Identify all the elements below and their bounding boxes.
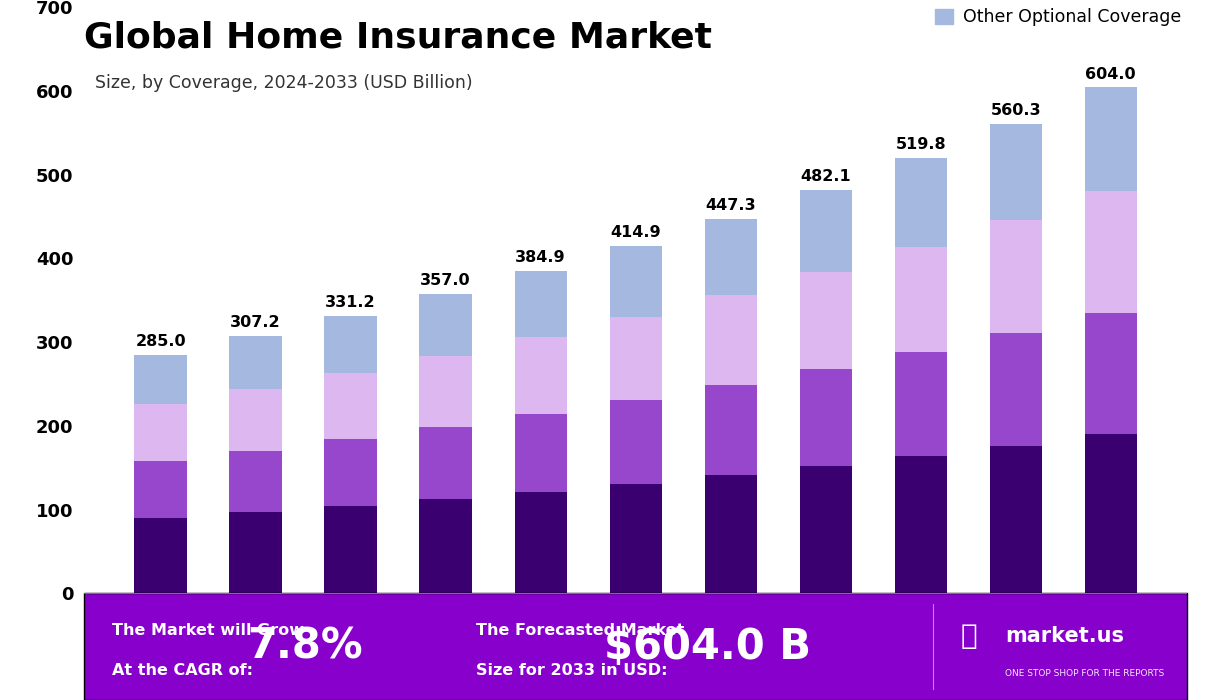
Bar <box>229 389 282 451</box>
Text: 604.0: 604.0 <box>1086 66 1136 82</box>
Bar <box>324 440 377 506</box>
Bar <box>324 373 377 440</box>
Text: The Market will Grow: The Market will Grow <box>112 623 304 638</box>
Bar <box>324 316 377 373</box>
Bar <box>419 294 471 356</box>
Bar <box>1084 191 1136 313</box>
Text: 307.2: 307.2 <box>230 315 281 330</box>
Text: Ⓜ: Ⓜ <box>960 622 977 650</box>
Bar <box>894 158 947 247</box>
Text: 519.8: 519.8 <box>895 137 946 152</box>
FancyBboxPatch shape <box>84 594 1187 700</box>
Text: 7.8%: 7.8% <box>247 626 363 668</box>
Bar <box>610 484 662 594</box>
Text: 560.3: 560.3 <box>991 103 1041 118</box>
Bar <box>800 466 852 594</box>
Bar <box>800 272 852 369</box>
Text: 414.9: 414.9 <box>610 225 662 240</box>
Bar <box>515 492 566 594</box>
Bar <box>800 190 852 272</box>
Text: Size, by Coverage, 2024-2033 (USD Billion): Size, by Coverage, 2024-2033 (USD Billio… <box>84 74 474 92</box>
Bar <box>419 356 471 428</box>
Text: At the CAGR of:: At the CAGR of: <box>112 663 253 678</box>
Bar <box>705 475 757 594</box>
Bar <box>135 404 187 461</box>
Bar <box>229 512 282 594</box>
Text: 482.1: 482.1 <box>800 169 851 183</box>
Bar <box>229 336 282 389</box>
Text: $604.0 B: $604.0 B <box>604 626 811 668</box>
Text: market.us: market.us <box>1005 626 1124 646</box>
Bar <box>894 456 947 594</box>
Bar <box>419 499 471 594</box>
Bar <box>989 333 1042 445</box>
Bar <box>800 369 852 466</box>
Bar <box>610 246 662 317</box>
Text: 357.0: 357.0 <box>421 274 471 288</box>
Bar <box>894 351 947 456</box>
Bar <box>894 247 947 351</box>
Text: 285.0: 285.0 <box>135 334 186 349</box>
Bar <box>135 518 187 594</box>
Text: 331.2: 331.2 <box>325 295 376 310</box>
Bar <box>1084 434 1136 594</box>
Bar <box>135 355 187 404</box>
Bar <box>324 506 377 594</box>
Text: The Forecasted Market: The Forecasted Market <box>476 623 684 638</box>
Bar <box>989 220 1042 333</box>
Bar <box>705 386 757 475</box>
Bar <box>705 295 757 386</box>
Text: ONE STOP SHOP FOR THE REPORTS: ONE STOP SHOP FOR THE REPORTS <box>1005 668 1164 678</box>
Bar <box>989 124 1042 220</box>
Bar <box>515 337 566 414</box>
Bar <box>989 445 1042 594</box>
Bar <box>705 218 757 295</box>
Text: Size for 2033 in USD:: Size for 2033 in USD: <box>476 663 668 678</box>
Bar <box>515 414 566 492</box>
Bar <box>1084 313 1136 434</box>
Legend: Comprehensive Coverage, Dwelling Coverage, Content Coverage, Other Optional Cove: Comprehensive Coverage, Dwelling Coverag… <box>935 0 1189 27</box>
Bar <box>610 400 662 484</box>
Bar <box>135 461 187 518</box>
Bar <box>419 428 471 499</box>
Bar <box>610 317 662 400</box>
Text: 447.3: 447.3 <box>705 198 756 213</box>
Bar <box>229 451 282 512</box>
Bar <box>515 271 566 337</box>
Bar <box>1084 88 1136 191</box>
Text: Global Home Insurance Market: Global Home Insurance Market <box>84 21 712 55</box>
Text: 384.9: 384.9 <box>516 250 566 265</box>
